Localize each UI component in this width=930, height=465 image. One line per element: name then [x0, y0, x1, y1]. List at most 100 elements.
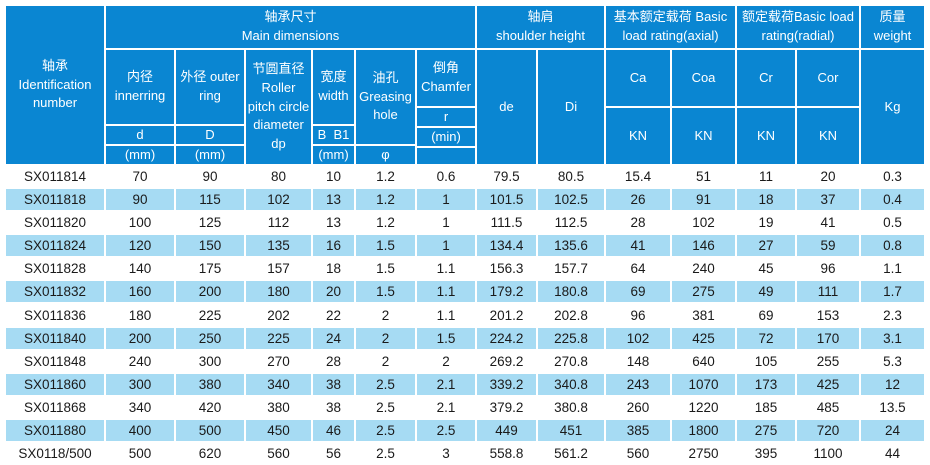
value-cell: 2.5	[355, 395, 416, 419]
group-title-zh: 轴肩	[527, 9, 554, 25]
value-cell: 180.8	[537, 280, 605, 304]
table-row: SX011868 340 420 380 38 2.5 2.1 379.2 380.8 260 12…	[5, 395, 925, 419]
group-title-weight: 质量 weight	[860, 5, 925, 49]
table-row: SX011820 100 125 112 13 1.2 1 111.5 112.5 28 102 19…	[5, 211, 925, 235]
value-cell: 425	[796, 372, 860, 396]
value-cell: 46	[312, 418, 355, 442]
column-cr: Cr KN	[736, 49, 796, 165]
value-cell: 2.1	[416, 372, 476, 396]
value-cell: 69	[605, 280, 671, 304]
group-shoulder-height: 轴肩 shoulder height de Di	[476, 5, 605, 165]
header-di: Di	[537, 49, 605, 165]
value-cell: 148	[605, 349, 671, 373]
value-cell: 379.2	[476, 395, 537, 419]
value-cell: 80.5	[537, 165, 605, 189]
column-roller-pitch: 节圆直径 Roller pitch circle diameter dp	[245, 49, 312, 165]
value-cell: 11	[736, 165, 796, 189]
value-cell: 175	[175, 257, 245, 281]
table-row: SX011818 90 115 102 13 1.2 1 101.5 102.5 26 91 18 37…	[5, 188, 925, 212]
value-cell: 2.5	[416, 418, 476, 442]
value-cell: 20	[312, 280, 355, 304]
bearing-id-cell: SX011840	[5, 326, 105, 350]
value-cell: 134.4	[476, 234, 537, 258]
value-cell: 451	[537, 418, 605, 442]
value-cell: 51	[671, 165, 736, 189]
value-cell: 381	[671, 303, 736, 327]
value-cell: 150	[175, 234, 245, 258]
value-cell: 10	[312, 165, 355, 189]
column-de: de	[476, 49, 537, 165]
header-outer-ring: 外径 outer ring	[175, 49, 245, 125]
value-cell: 300	[175, 349, 245, 373]
value-cell: 420	[175, 395, 245, 419]
value-cell: 225	[245, 326, 312, 350]
header-width-symbol: B B1	[312, 125, 355, 145]
value-cell: 49	[736, 280, 796, 304]
value-cell: 41	[605, 234, 671, 258]
value-cell: 59	[796, 234, 860, 258]
value-cell: 339.2	[476, 372, 537, 396]
bearing-id-cell: SX011860	[5, 372, 105, 396]
table-row: SX011828 140 175 157 18 1.5 1.1 156.3 157.7 64 240…	[5, 257, 925, 281]
value-cell: 28	[605, 211, 671, 235]
value-cell: 96	[796, 257, 860, 281]
header-cr-unit: KN	[736, 107, 796, 165]
value-cell: 157	[245, 257, 312, 281]
value-cell: 640	[671, 349, 736, 373]
header-inner-symbol: d	[105, 125, 175, 145]
value-cell: 179.2	[476, 280, 537, 304]
value-cell: 620	[175, 441, 245, 465]
value-cell: 20	[796, 165, 860, 189]
group-main-dimensions: 轴承尺寸 Main dimensions 内径 innerring d (mm)…	[105, 5, 476, 165]
header-outer-unit: (mm)	[175, 145, 245, 165]
value-cell: 157.7	[537, 257, 605, 281]
header-de: de	[476, 49, 537, 165]
value-cell: 96	[605, 303, 671, 327]
value-cell: 102	[605, 326, 671, 350]
value-cell: 1.7	[860, 280, 925, 304]
table-row: SX011836 180 225 202 22 2 1.1 201.2 202.8 96 381 69…	[5, 303, 925, 327]
value-cell: 28	[312, 349, 355, 373]
value-cell: 180	[245, 280, 312, 304]
group-radial-load: 额定载荷Basic load rating(radial) Cr KN Cor …	[736, 5, 860, 165]
column-ca: Ca KN	[605, 49, 671, 165]
header-chamfer-unit: (min)	[416, 127, 476, 147]
table-row: SX011814 70 90 80 10 1.2 0.6 79.5 80.5 15.4 51 11 20…	[5, 165, 925, 189]
main-dimensions-columns: 内径 innerring d (mm) 外径 outer ring D (mm)…	[105, 49, 476, 165]
value-cell: 2.3	[860, 303, 925, 327]
header-identification-number: 轴承 Identification number	[5, 5, 105, 165]
value-cell: 90	[175, 165, 245, 189]
table-row: SX0118/500 500 620 560 56 2.5 3 558.8 561.2 560 27…	[5, 441, 925, 465]
value-cell: 79.5	[476, 165, 537, 189]
group-title-shoulder-height: 轴肩 shoulder height	[476, 5, 605, 49]
value-cell: 225	[175, 303, 245, 327]
value-cell: 450	[245, 418, 312, 442]
bearing-id-cell: SX011818	[5, 188, 105, 212]
value-cell: 1.1	[416, 257, 476, 281]
header-outer-symbol: D	[175, 125, 245, 145]
group-axial-load: 基本额定载荷 Basic load rating(axial) Ca KN Co…	[605, 5, 736, 165]
bearing-id-cell: SX011832	[5, 280, 105, 304]
value-cell: 485	[796, 395, 860, 419]
value-cell: 500	[105, 441, 175, 465]
group-weight: 质量 weight Kg	[860, 5, 925, 165]
value-cell: 26	[605, 188, 671, 212]
value-cell: 38	[312, 395, 355, 419]
value-cell: 146	[671, 234, 736, 258]
value-cell: 2.1	[416, 395, 476, 419]
value-cell: 1.1	[416, 280, 476, 304]
column-di: Di	[537, 49, 605, 165]
value-cell: 15.4	[605, 165, 671, 189]
value-cell: 1	[416, 188, 476, 212]
table-row: SX011880 400 500 450 46 2.5 2.5 449 451 385 1800 27…	[5, 418, 925, 442]
value-cell: 1.5	[355, 280, 416, 304]
value-cell: 24	[312, 326, 355, 350]
group-title-zh: 轴承尺寸	[264, 9, 317, 25]
value-cell: 0.4	[860, 188, 925, 212]
value-cell: 300	[105, 372, 175, 396]
value-cell: 0.8	[860, 234, 925, 258]
value-cell: 1.1	[860, 257, 925, 281]
value-cell: 2.5	[355, 441, 416, 465]
value-cell: 135	[245, 234, 312, 258]
value-cell: 156.3	[476, 257, 537, 281]
